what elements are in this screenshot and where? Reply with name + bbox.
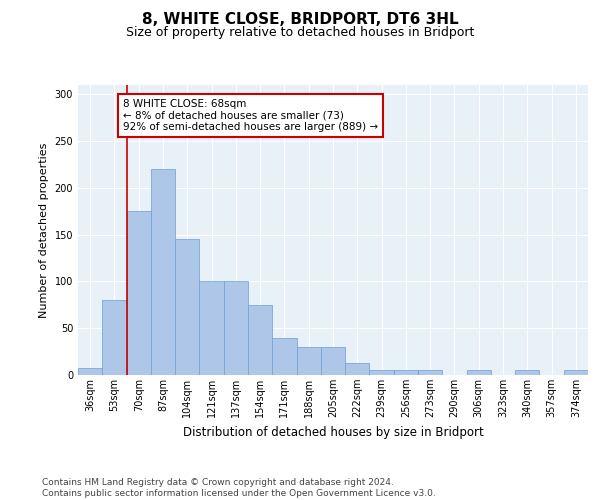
Bar [321,347,345,375]
Bar [515,370,539,375]
Text: Size of property relative to detached houses in Bridport: Size of property relative to detached ho… [126,26,474,39]
Bar [78,368,102,375]
Bar [151,169,175,375]
Bar [370,370,394,375]
X-axis label: Distribution of detached houses by size in Bridport: Distribution of detached houses by size … [182,426,484,438]
Bar [564,370,588,375]
Bar [224,282,248,375]
Text: 8, WHITE CLOSE, BRIDPORT, DT6 3HL: 8, WHITE CLOSE, BRIDPORT, DT6 3HL [142,12,458,28]
Bar [272,338,296,375]
Bar [467,370,491,375]
Bar [248,305,272,375]
Bar [102,300,127,375]
Text: Contains HM Land Registry data © Crown copyright and database right 2024.
Contai: Contains HM Land Registry data © Crown c… [42,478,436,498]
Bar [127,212,151,375]
Bar [175,240,199,375]
Bar [418,370,442,375]
Bar [394,370,418,375]
Bar [345,363,370,375]
Y-axis label: Number of detached properties: Number of detached properties [39,142,49,318]
Text: 8 WHITE CLOSE: 68sqm
← 8% of detached houses are smaller (73)
92% of semi-detach: 8 WHITE CLOSE: 68sqm ← 8% of detached ho… [123,99,378,132]
Bar [296,347,321,375]
Bar [199,282,224,375]
